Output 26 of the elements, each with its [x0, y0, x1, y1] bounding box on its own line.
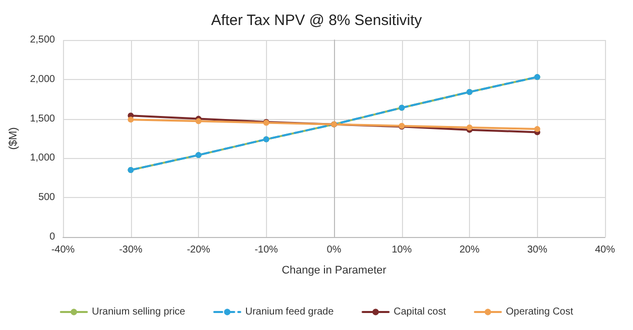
x-tick-label: 0%: [326, 244, 342, 256]
x-tick-label: 20%: [459, 244, 480, 256]
x-tick-label: -40%: [51, 244, 75, 256]
x-tick-label: -10%: [254, 244, 278, 256]
point: [128, 116, 134, 123]
x-tick-label: 30%: [527, 244, 548, 256]
y-tick-label: 0: [49, 232, 56, 242]
x-tick-label: -20%: [186, 244, 210, 256]
x-tick-label: 40%: [594, 244, 616, 256]
legend-label: Capital cost: [394, 306, 446, 318]
y-tick-label: 1,500: [30, 113, 56, 124]
legend-label: Uranium feed grade: [245, 306, 334, 318]
y-tick-label: 2,000: [30, 74, 56, 85]
x-tick-label: 10%: [392, 244, 412, 256]
legend-label: Uranium selling price: [92, 306, 186, 318]
y-tick-label: 1,000: [30, 152, 56, 164]
point: [534, 126, 540, 132]
legend-label: Operating Cost: [506, 306, 574, 318]
y-tick-label: 500: [38, 192, 56, 204]
x-axis-title: Change in Parameter: [282, 264, 387, 276]
y-tick-label: 2,500: [30, 34, 56, 46]
point: [196, 118, 202, 124]
point: [466, 124, 472, 130]
x-tick-label: -30%: [119, 244, 143, 256]
y-axis-title: ($M): [8, 127, 20, 150]
chart-title: After Tax NPV @ 8% Sensitivity: [211, 12, 422, 29]
